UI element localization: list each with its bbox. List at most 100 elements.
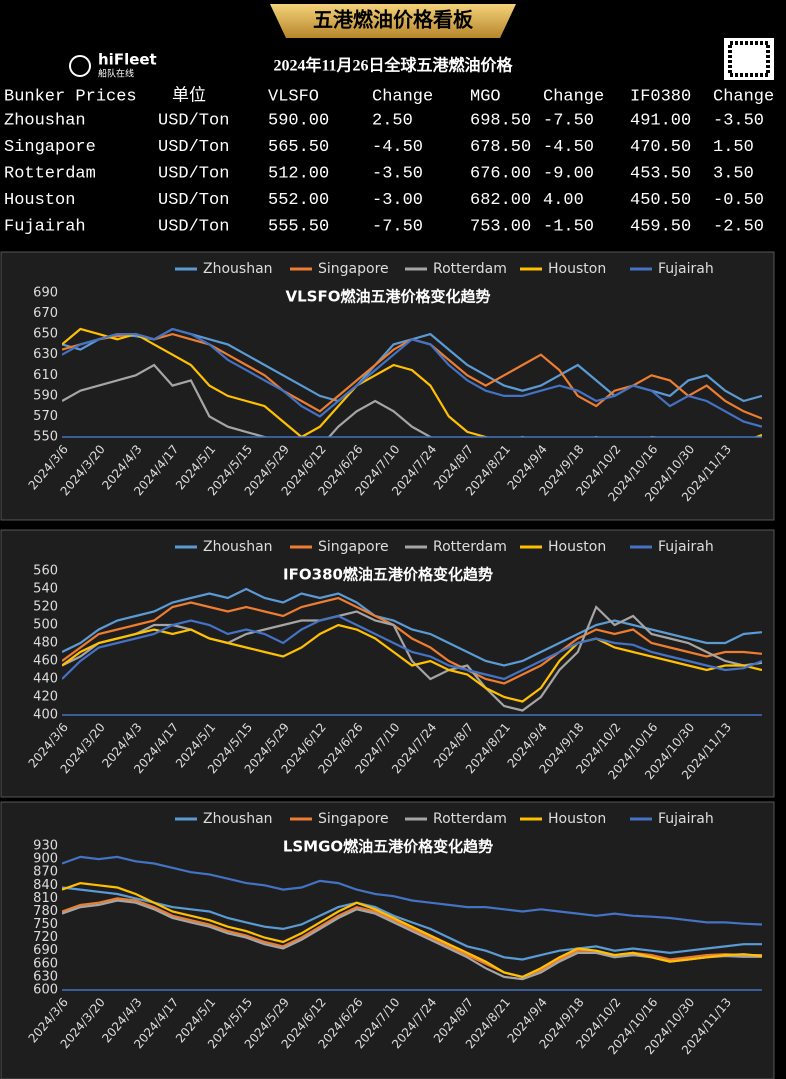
legend-label: Houston xyxy=(548,811,606,827)
column-header: Change xyxy=(543,87,604,106)
table-cell: 450.50 xyxy=(630,191,691,210)
page-title: 五港燃油价格看板 xyxy=(313,8,474,32)
chart-panel xyxy=(0,801,775,1079)
y-tick-label: 870 xyxy=(33,865,58,880)
table-cell: 753.00 xyxy=(470,217,531,236)
table-cell: Singapore xyxy=(4,138,96,157)
change-cell: 3.50 xyxy=(713,164,754,183)
y-tick-label: 930 xyxy=(33,839,58,854)
change-cell: -9.00 xyxy=(543,164,594,183)
y-tick-label: 550 xyxy=(33,430,58,445)
y-tick-label: 660 xyxy=(33,956,58,971)
y-tick-label: 600 xyxy=(33,983,58,998)
series-line xyxy=(62,897,762,979)
legend-label: Fujairah xyxy=(658,539,714,555)
table-cell: USD/Ton xyxy=(158,111,229,130)
legend-label: Rotterdam xyxy=(433,539,507,555)
legend-label: Fujairah xyxy=(658,811,714,827)
y-tick-label: 720 xyxy=(33,930,58,945)
y-tick-label: 900 xyxy=(33,852,58,867)
table-cell: 565.50 xyxy=(268,138,329,157)
table-cell: 590.00 xyxy=(268,111,329,130)
series-line xyxy=(62,614,762,681)
y-tick-label: 690 xyxy=(33,286,58,301)
table-cell: 676.00 xyxy=(470,164,531,183)
logo-sub: 船队在线 xyxy=(98,68,134,80)
legend-label: Zhoushan xyxy=(203,811,273,827)
legend-label: Zhoushan xyxy=(203,261,273,277)
y-tick-label: 560 xyxy=(33,564,58,579)
table-cell: 453.50 xyxy=(630,164,691,183)
chart-title: VLSFO燃油五港价格变化趋势 xyxy=(286,288,491,306)
series-line xyxy=(62,327,762,437)
column-header: VLSFO xyxy=(268,87,319,106)
series-line xyxy=(62,596,762,685)
subtitle: 2024年11月26日全球五港燃油价格 xyxy=(273,56,513,75)
legend-label: Houston xyxy=(548,539,606,555)
y-tick-label: 630 xyxy=(33,347,58,362)
table-cell: Houston xyxy=(4,191,75,210)
change-cell: -4.50 xyxy=(543,138,594,157)
y-tick-label: 400 xyxy=(33,708,58,723)
table-cell: 491.00 xyxy=(630,111,691,130)
series-line xyxy=(62,886,762,961)
y-tick-label: 780 xyxy=(33,904,58,919)
change-cell: -7.50 xyxy=(543,111,594,130)
legend-label: Rotterdam xyxy=(433,261,507,277)
series-line xyxy=(62,623,762,703)
legend-label: Rotterdam xyxy=(433,811,507,827)
column-header: Change xyxy=(372,87,433,106)
column-header: MGO xyxy=(470,87,501,106)
table-cell: USD/Ton xyxy=(158,217,229,236)
y-tick-label: 840 xyxy=(33,878,58,893)
y-tick-label: 610 xyxy=(33,368,58,383)
legend-label: Singapore xyxy=(318,261,389,277)
change-cell: -1.50 xyxy=(543,217,594,236)
change-cell: -3.50 xyxy=(713,111,764,130)
table-cell: 552.00 xyxy=(268,191,329,210)
table-cell: 678.50 xyxy=(470,138,531,157)
y-tick-label: 540 xyxy=(33,582,58,597)
table-cell: Fujairah xyxy=(4,217,86,236)
y-tick-label: 570 xyxy=(33,409,58,424)
legend-label: Singapore xyxy=(318,539,389,555)
series-line xyxy=(62,605,762,712)
y-tick-label: 500 xyxy=(33,618,58,633)
y-tick-label: 650 xyxy=(33,327,58,342)
legend-label: Singapore xyxy=(318,811,389,827)
y-tick-label: 750 xyxy=(33,917,58,932)
logo: hiFleet xyxy=(98,51,157,69)
y-tick-label: 520 xyxy=(33,600,58,615)
y-tick-label: 420 xyxy=(33,690,58,705)
table-cell: 512.00 xyxy=(268,164,329,183)
table-cell: 555.50 xyxy=(268,217,329,236)
column-header: IF0380 xyxy=(630,87,691,106)
change-cell: -3.00 xyxy=(372,191,423,210)
y-tick-label: 810 xyxy=(33,891,58,906)
change-cell: -3.50 xyxy=(372,164,423,183)
change-cell: 1.50 xyxy=(713,138,754,157)
chart-panel xyxy=(0,251,775,521)
series-line xyxy=(62,855,762,926)
table-cell: 682.00 xyxy=(470,191,531,210)
series-line xyxy=(62,363,433,437)
series-line xyxy=(62,327,762,428)
legend-label: Zhoushan xyxy=(203,539,273,555)
table-cell: USD/Ton xyxy=(158,138,229,157)
y-tick-label: 590 xyxy=(33,388,58,403)
table-cell: USD/Ton xyxy=(158,164,229,183)
chart-panel xyxy=(0,529,775,798)
legend-label: Fujairah xyxy=(658,261,714,277)
y-tick-label: 630 xyxy=(33,969,58,984)
table-cell: 470.50 xyxy=(630,138,691,157)
table-cell: Zhoushan xyxy=(4,111,86,130)
column-header: Bunker Prices xyxy=(4,87,137,106)
chart-title: LSMGO燃油五港价格变化趋势 xyxy=(283,838,493,856)
legend-label: Houston xyxy=(548,261,606,277)
change-cell: 2.50 xyxy=(372,111,413,130)
y-tick-label: 670 xyxy=(33,306,58,321)
y-tick-label: 480 xyxy=(33,636,58,651)
table-cell: Rotterdam xyxy=(4,164,96,183)
